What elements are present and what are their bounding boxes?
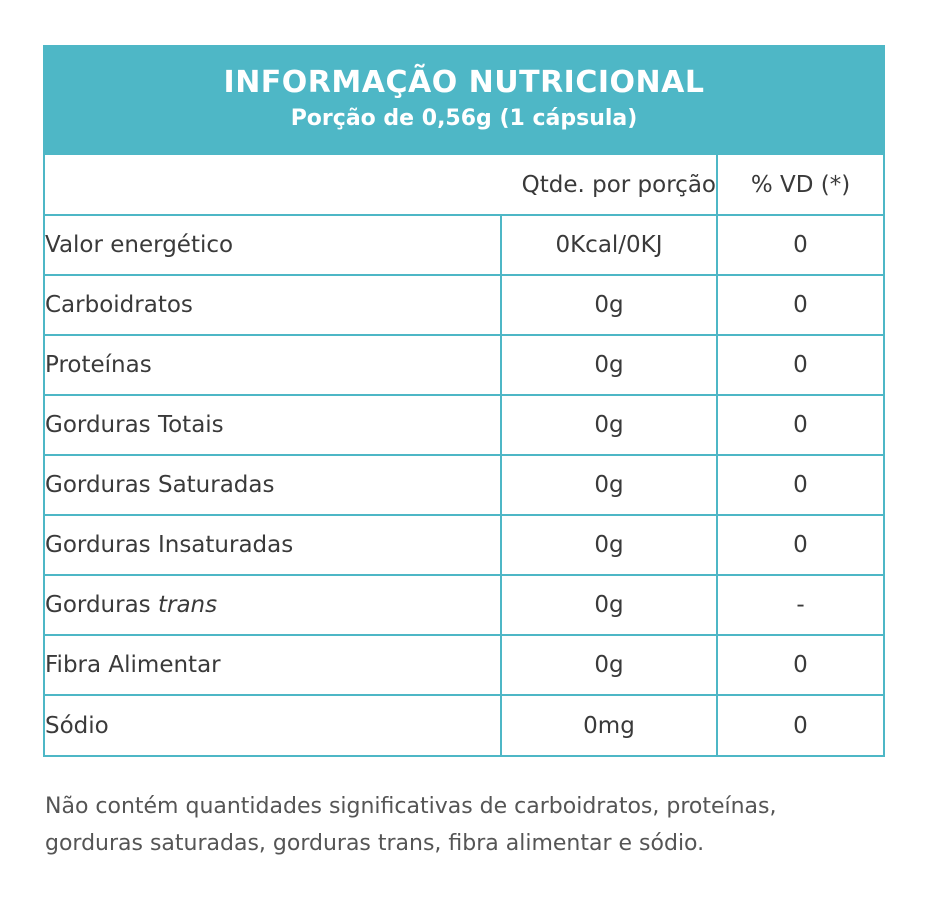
nutrient-qty: 0g — [500, 394, 717, 455]
nutrient-vd: 0 — [716, 274, 883, 335]
nutrient-vd: 0 — [716, 394, 883, 455]
table-row: Carboidratos 0g 0 — [45, 274, 883, 335]
nutrient-name: Gorduras Totais — [45, 394, 501, 455]
nutrient-vd: 0 — [716, 694, 883, 755]
nutrient-vd: 0 — [716, 514, 883, 575]
nutrient-name-prefix: Gorduras — [45, 592, 151, 618]
table-header-row: Qtde. por porção % VD (*) — [45, 155, 883, 215]
column-header-qty: Qtde. por porção — [521, 171, 716, 198]
nutrient-vd: 0 — [716, 214, 883, 275]
table-row: Proteínas 0g 0 — [45, 334, 883, 395]
nutrient-name: Gorduras Insaturadas — [45, 514, 501, 575]
nutrient-qty: 0g — [500, 274, 717, 335]
serving-size: Porção de 0,56g (1 cápsula) — [290, 106, 638, 131]
nutrient-qty: 0g — [500, 574, 717, 635]
nutrition-table: Qtde. por porção % VD (*) Valor energéti… — [45, 155, 883, 755]
nutrient-qty: 0g — [500, 454, 717, 515]
column-header-vd: % VD (*) — [716, 155, 883, 215]
nutrient-name: Gorduras trans — [45, 574, 501, 635]
nutrient-qty: 0mg — [500, 694, 717, 755]
footnote-line: gorduras saturadas, gorduras trans, fibr… — [45, 831, 705, 856]
table-row: Sódio 0mg 0 — [45, 694, 883, 755]
nutrient-name: Sódio — [45, 694, 501, 755]
table-row: Gorduras Totais 0g 0 — [45, 394, 883, 455]
nutrient-qty: 0Kcal/0KJ — [500, 214, 717, 275]
nutrient-vd: 0 — [716, 454, 883, 515]
footnote: Não contém quantidades significativas de… — [45, 788, 905, 862]
nutrient-name: Fibra Alimentar — [45, 634, 501, 695]
nutrient-vd: - — [716, 574, 883, 635]
table-row: Fibra Alimentar 0g 0 — [45, 634, 883, 695]
nutrient-name-italic: trans — [157, 592, 218, 618]
table-row: Valor energético 0Kcal/0KJ 0 — [45, 214, 883, 275]
footnote-line: Não contém quantidades significativas de… — [45, 794, 777, 819]
table-row: Gorduras Insaturadas 0g 0 — [45, 514, 883, 575]
nutrient-name: Gorduras Saturadas — [45, 454, 501, 515]
nutrition-facts-label: INFORMAÇÃO NUTRICIONAL Porção de 0,56g (… — [43, 45, 885, 757]
nutrient-name: Proteínas — [45, 334, 501, 395]
label-title: INFORMAÇÃO NUTRICIONAL — [223, 65, 705, 100]
nutrient-qty: 0g — [500, 334, 717, 395]
nutrient-name: Valor energético — [45, 214, 501, 275]
nutrient-name: Carboidratos — [45, 274, 501, 335]
label-header: INFORMAÇÃO NUTRICIONAL Porção de 0,56g (… — [45, 47, 883, 155]
nutrient-qty: 0g — [500, 634, 717, 695]
nutrient-vd: 0 — [716, 634, 883, 695]
table-row: Gorduras trans 0g - — [45, 574, 883, 635]
nutrient-vd: 0 — [716, 334, 883, 395]
table-row: Gorduras Saturadas 0g 0 — [45, 454, 883, 515]
nutrient-qty: 0g — [500, 514, 717, 575]
